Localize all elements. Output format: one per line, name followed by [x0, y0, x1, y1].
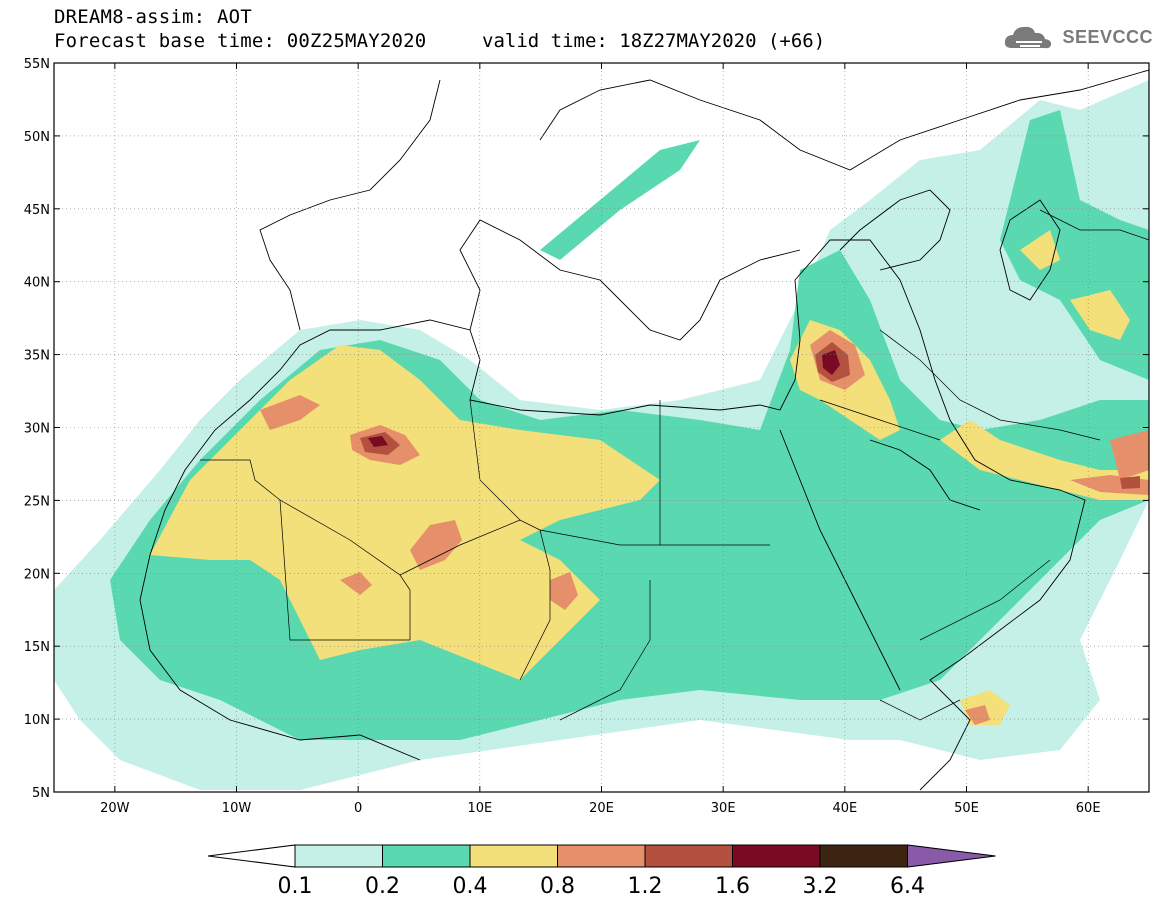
lat-tick-label: 5N	[32, 786, 50, 801]
colorbar-label: 1.6	[715, 874, 750, 899]
colorbar-label: 0.8	[540, 874, 575, 899]
lon-tick-label: 0	[354, 801, 362, 816]
lat-tick-label: 55N	[24, 57, 50, 72]
lon-tick-label: 40E	[832, 801, 857, 816]
title-valid-time: valid time: 18Z27MAY2020 (+66)	[482, 30, 826, 52]
lat-tick-label: 30N	[24, 422, 50, 437]
colorbar-label: 1.2	[628, 874, 663, 899]
colorbar-segment	[644, 844, 733, 868]
aot-level-1.6	[368, 350, 840, 447]
lat-tick-label: 50N	[24, 130, 50, 145]
colorbar-segment	[382, 844, 471, 868]
lat-tick-label: 15N	[24, 640, 50, 655]
cloud-icon	[1005, 26, 1052, 49]
lat-axis: 55N 50N 45N 40N 35N 30N 25N 20N 15N 10N 5N	[24, 57, 1149, 801]
colorbar-segment	[732, 844, 821, 868]
logo-text: SEEVCCC	[1062, 26, 1153, 47]
lat-tick-label: 40N	[24, 276, 50, 291]
colorbar-segment	[469, 844, 558, 868]
lon-tick-label: 50E	[954, 801, 979, 816]
lon-axis: 20W 10W 0 10E 20E 30E 40E 50E 60E	[100, 63, 1101, 816]
colorbar-high-arrow	[907, 844, 996, 868]
lat-tick-label: 45N	[24, 203, 50, 218]
colorbar-segment	[294, 844, 383, 868]
lon-tick-label: 10E	[467, 801, 492, 816]
lon-tick-label: 20W	[100, 801, 130, 816]
colorbar: 0.1 0.2 0.4 0.8 1.2 1.6 3.2 6.4	[207, 844, 996, 899]
title-product: DREAM8-assim: AOT	[54, 6, 252, 28]
country-borders	[200, 209, 1149, 721]
title-base-time: Forecast base time: 00Z25MAY2020	[54, 30, 427, 52]
lat-tick-label: 25N	[24, 494, 50, 509]
colorbar-low-arrow	[207, 844, 296, 868]
colorbar-label: 0.2	[365, 874, 400, 899]
colorbar-label: 3.2	[803, 874, 838, 899]
seevccc-logo: SEEVCCC	[1002, 22, 1153, 52]
coastlines	[139, 69, 1149, 791]
lat-tick-label: 10N	[24, 713, 50, 728]
lon-tick-label: 30E	[711, 801, 736, 816]
colorbar-label: 6.4	[890, 874, 925, 899]
colorbar-label: 0.1	[278, 874, 313, 899]
lat-tick-label: 20N	[24, 567, 50, 582]
lon-tick-label: 20E	[589, 801, 614, 816]
gridlines	[54, 63, 1149, 792]
lon-tick-label: 10W	[222, 801, 252, 816]
lat-tick-label: 35N	[24, 349, 50, 364]
colorbar-segment	[819, 844, 908, 868]
colorbar-segment	[557, 844, 646, 868]
lon-tick-label: 60E	[1076, 801, 1101, 816]
colorbar-label: 0.4	[453, 874, 488, 899]
